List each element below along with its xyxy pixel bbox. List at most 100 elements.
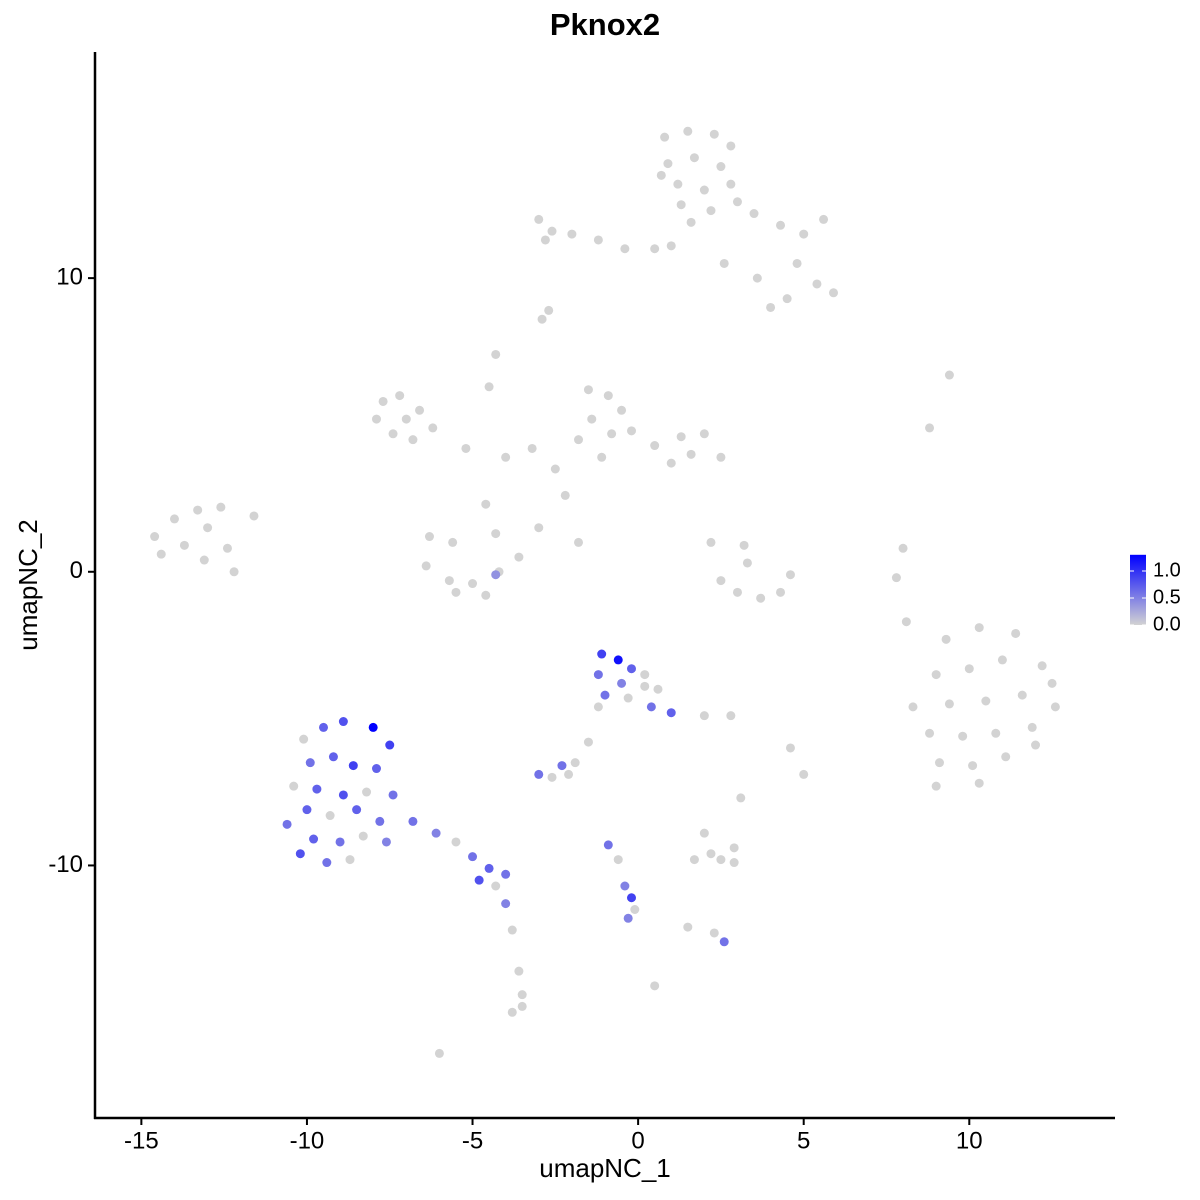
cell-point xyxy=(600,690,610,700)
cell-point xyxy=(583,737,593,747)
cell-point xyxy=(444,576,454,586)
cell-point xyxy=(507,925,517,935)
cell-point xyxy=(646,702,656,712)
cell-point xyxy=(716,576,726,586)
cell-point xyxy=(517,990,527,1000)
cell-point xyxy=(507,1007,517,1017)
cell-point xyxy=(537,314,547,324)
points xyxy=(150,126,1060,1058)
cell-point xyxy=(613,655,623,665)
cell-point xyxy=(593,670,603,680)
cell-point xyxy=(305,758,315,768)
cell-point xyxy=(603,391,613,401)
cell-point xyxy=(623,693,633,703)
cell-point xyxy=(964,664,974,674)
cell-point xyxy=(557,761,567,771)
y-tick-label: 10 xyxy=(56,263,83,290)
y-tick-label: 0 xyxy=(70,557,83,584)
cell-point xyxy=(941,634,951,644)
cell-point xyxy=(451,587,461,597)
cell-point xyxy=(689,855,699,865)
cell-point xyxy=(309,834,319,844)
cell-point xyxy=(640,670,650,680)
cell-point xyxy=(663,159,673,169)
cell-point xyxy=(1001,752,1011,762)
cell-point xyxy=(736,793,746,803)
cell-point xyxy=(312,784,322,794)
cell-point xyxy=(673,179,683,189)
cell-point xyxy=(451,837,461,847)
chart-title: Pknox2 xyxy=(550,7,660,42)
cell-point xyxy=(358,831,368,841)
cell-point xyxy=(891,573,901,583)
cell-point xyxy=(325,811,335,821)
colorbar xyxy=(1130,554,1146,625)
cell-point xyxy=(295,849,305,859)
cell-point xyxy=(620,881,630,891)
cell-point xyxy=(381,837,391,847)
cell-point xyxy=(421,561,431,571)
cell-point xyxy=(676,432,686,442)
cell-point xyxy=(491,529,501,539)
cell-point xyxy=(603,840,613,850)
x-tick-label: -5 xyxy=(462,1127,483,1154)
cell-point xyxy=(179,540,189,550)
cell-point xyxy=(371,764,381,774)
cell-point xyxy=(944,370,954,380)
cell-point xyxy=(729,843,739,853)
cell-point xyxy=(527,443,537,453)
cell-point xyxy=(338,790,348,800)
cell-point xyxy=(799,769,809,779)
cell-point xyxy=(749,209,759,219)
cell-point xyxy=(415,405,425,415)
cell-point xyxy=(829,288,839,298)
cell-point xyxy=(706,537,716,547)
cell-point xyxy=(468,579,478,589)
cell-point xyxy=(491,881,501,891)
cell-point xyxy=(428,423,438,433)
cell-point xyxy=(739,540,749,550)
cell-point xyxy=(617,405,627,415)
cell-point xyxy=(726,179,736,189)
cell-point xyxy=(776,587,786,597)
cell-point xyxy=(752,273,762,283)
cell-point xyxy=(408,816,418,826)
cell-point xyxy=(925,728,935,738)
cell-point xyxy=(434,1048,444,1058)
cell-point xyxy=(756,593,766,603)
cell-point xyxy=(991,728,1001,738)
cell-point xyxy=(709,129,719,139)
cell-point xyxy=(1050,702,1060,712)
cell-point xyxy=(934,758,944,768)
cell-point xyxy=(997,655,1007,665)
cell-point xyxy=(229,567,239,577)
cell-point xyxy=(574,435,584,445)
cell-point xyxy=(719,258,729,268)
x-tick-label: 5 xyxy=(797,1127,810,1154)
cell-point xyxy=(385,740,395,750)
cell-point xyxy=(593,702,603,712)
cell-point xyxy=(1037,661,1047,671)
cell-point xyxy=(623,913,633,923)
cell-point xyxy=(706,206,716,216)
cell-point xyxy=(1031,740,1041,750)
cell-point xyxy=(901,617,911,627)
cell-point xyxy=(726,711,736,721)
cell-point xyxy=(550,464,560,474)
cell-point xyxy=(908,702,918,712)
cell-point xyxy=(1047,678,1057,688)
cell-point xyxy=(676,200,686,210)
colorbar-label: 0.0 xyxy=(1153,613,1181,635)
cell-point xyxy=(732,197,742,207)
cell-point xyxy=(666,241,676,251)
cell-point xyxy=(583,385,593,395)
cell-point xyxy=(587,414,597,424)
cell-point xyxy=(958,731,968,741)
cell-point xyxy=(1027,722,1037,732)
cell-point xyxy=(491,570,501,580)
cell-point xyxy=(726,141,736,151)
cell-point xyxy=(931,670,941,680)
cell-point xyxy=(378,396,388,406)
cell-point xyxy=(322,858,332,868)
